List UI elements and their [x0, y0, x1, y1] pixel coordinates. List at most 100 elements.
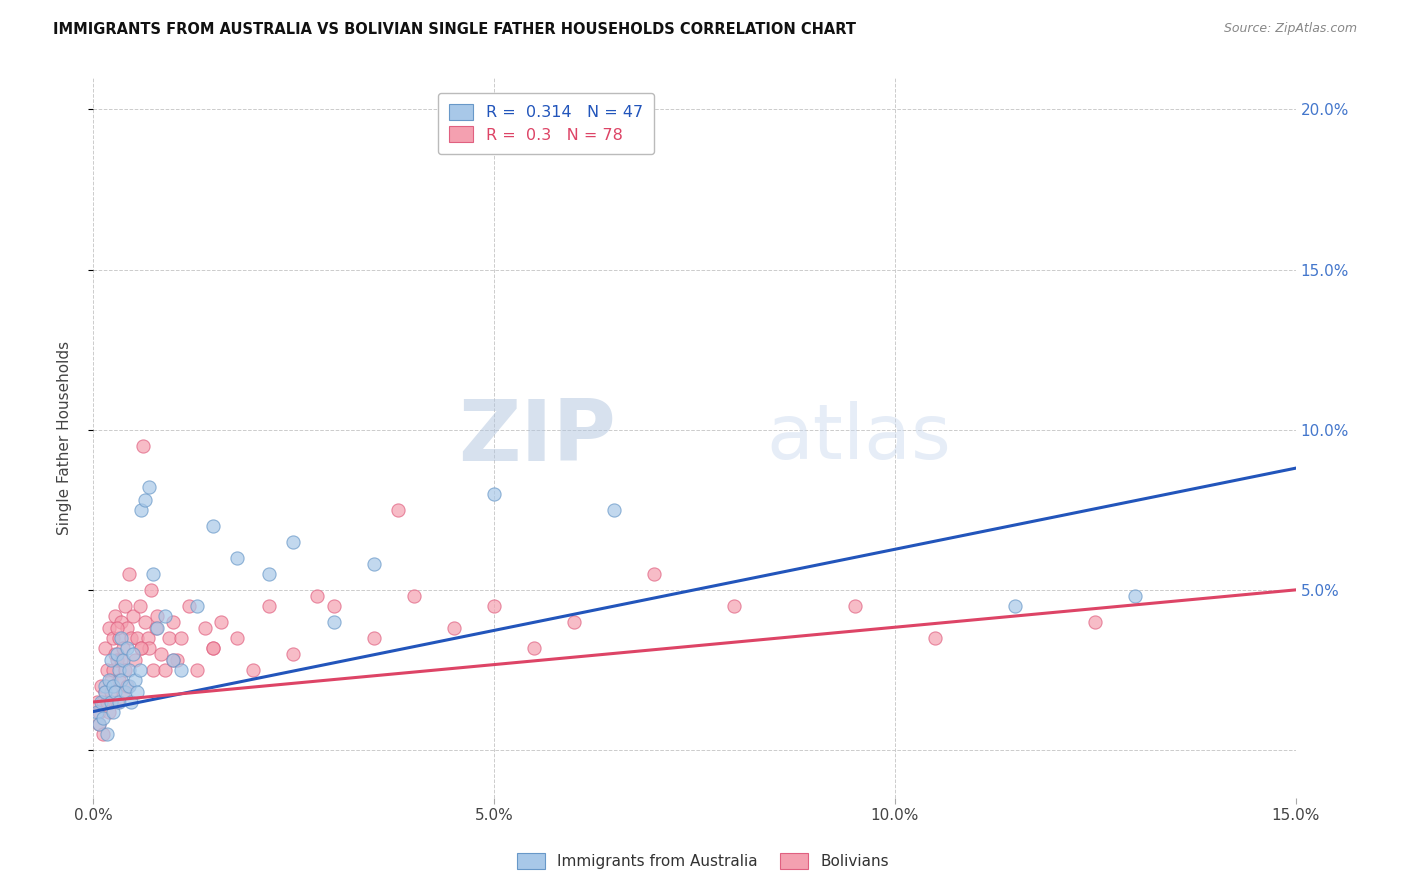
- Point: [86, 695, 108, 709]
- Point: [115, 621, 138, 635]
- Point: [259, 599, 281, 613]
- Point: [643, 566, 665, 581]
- Point: [121, 631, 143, 645]
- Text: IMMIGRANTS FROM AUSTRALIA VS BOLIVIAN SINGLE FATHER HOUSEHOLDS CORRELATION CHART: IMMIGRANTS FROM AUSTRALIA VS BOLIVIAN SI…: [53, 22, 856, 37]
- Point: [322, 615, 344, 629]
- Point: [562, 615, 585, 629]
- Point: [96, 727, 118, 741]
- Point: [100, 695, 122, 709]
- Point: [844, 599, 866, 613]
- Point: [202, 640, 225, 655]
- Text: atlas: atlas: [766, 401, 952, 475]
- Point: [129, 503, 152, 517]
- Point: [94, 685, 117, 699]
- Point: [307, 589, 329, 603]
- Point: [150, 647, 173, 661]
- Point: [96, 663, 118, 677]
- Point: [186, 599, 208, 613]
- Point: [242, 663, 264, 677]
- Point: [226, 631, 249, 645]
- Point: [122, 608, 145, 623]
- Point: [114, 663, 136, 677]
- Point: [202, 640, 225, 655]
- Point: [100, 673, 122, 687]
- Legend: Immigrants from Australia, Bolivians: Immigrants from Australia, Bolivians: [512, 847, 894, 875]
- Point: [94, 679, 117, 693]
- Point: [136, 631, 159, 645]
- Point: [107, 631, 129, 645]
- Point: [523, 640, 546, 655]
- Point: [134, 493, 156, 508]
- Point: [142, 566, 165, 581]
- Point: [114, 685, 136, 699]
- Point: [129, 640, 152, 655]
- Point: [134, 615, 156, 629]
- Point: [101, 679, 124, 693]
- Point: [209, 615, 232, 629]
- Point: [132, 439, 155, 453]
- Point: [91, 711, 114, 725]
- Point: [90, 679, 112, 693]
- Point: [283, 534, 305, 549]
- Point: [114, 599, 136, 613]
- Point: [107, 673, 129, 687]
- Point: [87, 705, 110, 719]
- Point: [322, 599, 344, 613]
- Legend: R =  0.314   N = 47, R =  0.3   N = 78: R = 0.314 N = 47, R = 0.3 N = 78: [437, 93, 654, 153]
- Point: [363, 631, 385, 645]
- Point: [186, 663, 208, 677]
- Point: [90, 695, 112, 709]
- Point: [104, 647, 127, 661]
- Point: [166, 653, 188, 667]
- Point: [145, 621, 167, 635]
- Y-axis label: Single Father Households: Single Father Households: [58, 341, 72, 535]
- Point: [110, 673, 132, 687]
- Point: [1004, 599, 1026, 613]
- Point: [124, 673, 146, 687]
- Point: [179, 599, 201, 613]
- Point: [110, 631, 132, 645]
- Point: [1084, 615, 1107, 629]
- Point: [94, 685, 117, 699]
- Point: [110, 653, 132, 667]
- Point: [105, 647, 128, 661]
- Point: [115, 640, 138, 655]
- Point: [482, 487, 505, 501]
- Point: [162, 653, 184, 667]
- Point: [86, 705, 108, 719]
- Point: [443, 621, 465, 635]
- Point: [1123, 589, 1146, 603]
- Point: [283, 647, 305, 661]
- Point: [96, 695, 118, 709]
- Point: [138, 640, 160, 655]
- Point: [101, 705, 124, 719]
- Point: [128, 599, 150, 613]
- Point: [162, 615, 184, 629]
- Point: [128, 663, 150, 677]
- Point: [101, 631, 124, 645]
- Point: [118, 566, 141, 581]
- Point: [118, 679, 141, 693]
- Point: [112, 685, 135, 699]
- Point: [723, 599, 745, 613]
- Point: [107, 663, 129, 677]
- Point: [105, 653, 128, 667]
- Point: [107, 695, 129, 709]
- Point: [124, 653, 146, 667]
- Point: [603, 503, 626, 517]
- Point: [118, 663, 141, 677]
- Point: [127, 685, 149, 699]
- Point: [194, 621, 217, 635]
- Point: [100, 653, 122, 667]
- Text: ZIP: ZIP: [458, 396, 616, 479]
- Point: [226, 550, 249, 565]
- Point: [157, 631, 180, 645]
- Point: [402, 589, 425, 603]
- Point: [122, 647, 145, 661]
- Point: [104, 685, 127, 699]
- Point: [112, 653, 135, 667]
- Point: [115, 679, 138, 693]
- Point: [162, 653, 184, 667]
- Point: [91, 695, 114, 709]
- Point: [105, 695, 128, 709]
